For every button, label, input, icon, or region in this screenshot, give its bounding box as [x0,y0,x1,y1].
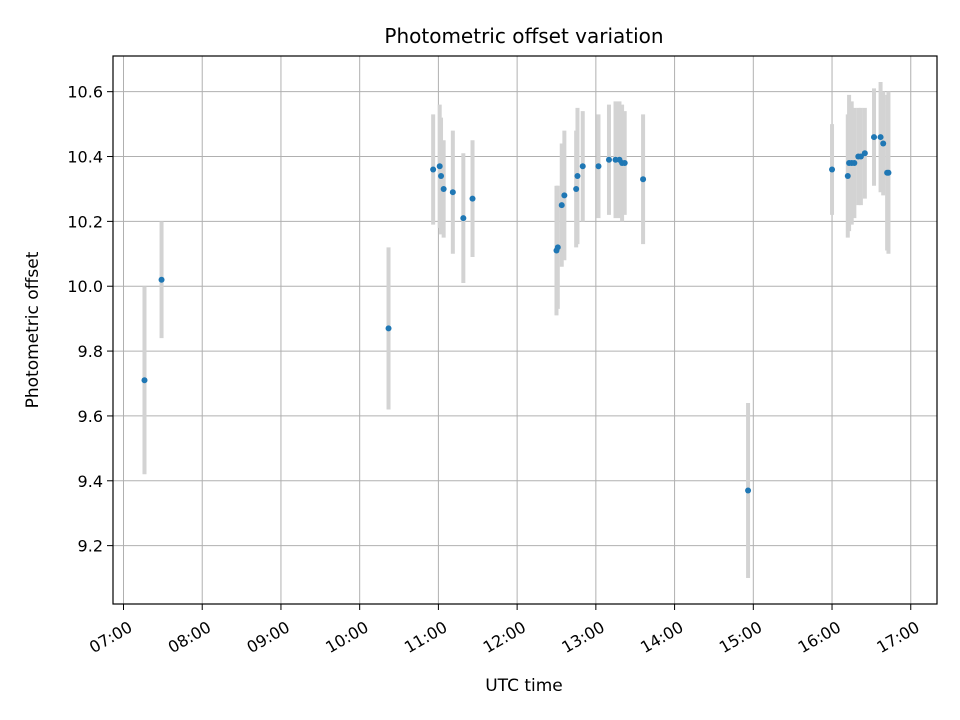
y-tick-label: 10.6 [67,83,103,102]
x-tick-label: 12:00 [480,617,529,657]
data-point [561,192,568,199]
data-point [640,176,647,183]
data-point [449,189,456,196]
chart-title: Photometric offset variation [384,24,663,48]
data-point [844,172,851,179]
data-point [595,163,602,170]
plot-frame [112,55,938,605]
x-tick-label: 17:00 [873,617,922,657]
data-point [554,244,561,251]
data-point [469,195,476,202]
data-point [579,163,586,170]
x-tick-label: 10:00 [322,617,371,657]
data-point [558,202,565,209]
x-tick-label: 14:00 [637,617,686,657]
x-axis-label: UTC time [485,676,563,696]
data-point [158,276,165,283]
data-point [871,134,878,141]
data-point [605,156,612,163]
y-tick-label: 9.4 [78,472,103,491]
y-tick-label: 10.2 [67,212,103,231]
y-tick-label: 10.4 [67,148,103,167]
x-axis: 07:00 08:00 09:00 10:00 11:00 12:00 13:00 14:00… [86,604,923,657]
data-point [880,140,887,147]
y-tick-label: 9.6 [78,407,103,426]
data-point [430,166,437,173]
data-point [861,150,868,157]
data-point [885,169,892,176]
data-point [574,172,581,179]
data-point [877,134,884,141]
y-axis: 9.2 9.4 9.6 9.8 10.0 10.2 10.4 10.6 [67,83,113,556]
x-tick-label: 07:00 [86,617,135,657]
data-point [829,166,836,173]
grid [113,56,937,604]
x-tick-label: 13:00 [558,617,607,657]
x-tick-label: 08:00 [165,617,214,657]
data-point [851,160,858,167]
x-tick-label: 09:00 [244,617,293,657]
data-point [745,487,752,494]
data-point [573,185,580,192]
data-point [436,163,443,170]
data-point [385,325,392,332]
data-point [621,160,628,167]
x-tick-label: 15:00 [716,617,765,657]
data-point [460,215,467,222]
data-point [438,172,445,179]
data-point [440,185,447,192]
x-tick-label: 16:00 [795,617,844,657]
data-points [141,134,892,494]
y-tick-label: 9.8 [78,342,103,361]
x-tick-label: 11:00 [401,617,450,657]
data-point [141,377,148,384]
y-tick-label: 10.0 [67,277,103,296]
y-tick-label: 9.2 [78,537,103,556]
y-axis-label: Photometric offset [23,251,43,408]
